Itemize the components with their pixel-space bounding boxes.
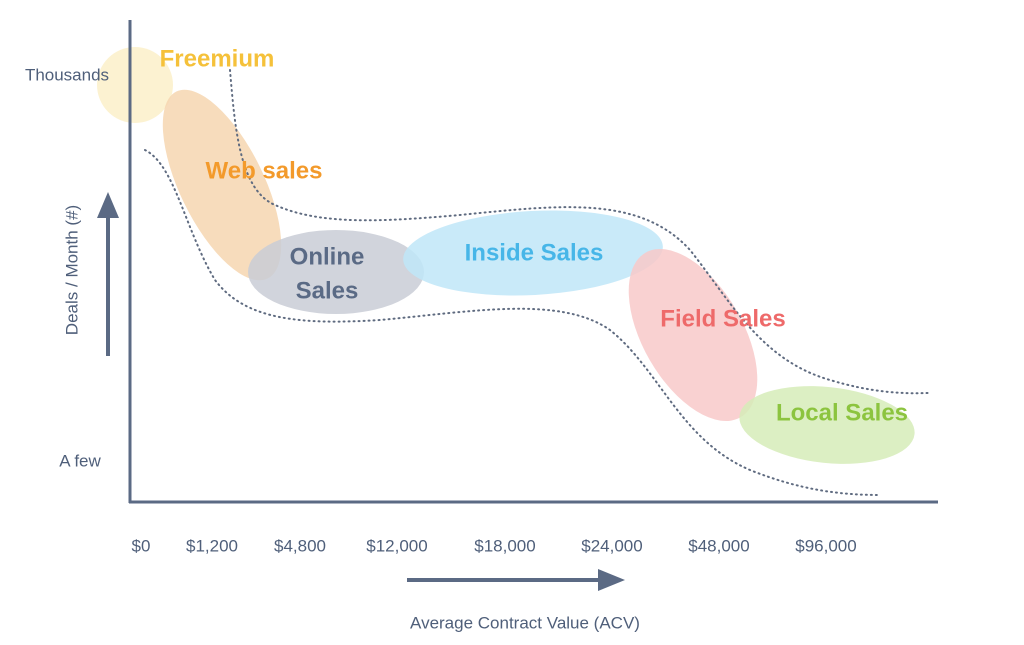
segment-label: Field Sales xyxy=(660,305,785,332)
segment-shape xyxy=(628,249,758,421)
segment-label: Web sales xyxy=(206,157,323,184)
segment-label: Inside Sales xyxy=(465,239,604,266)
segment-label: Local Sales xyxy=(776,399,908,426)
x-tick-label: $4,800 xyxy=(274,536,326,555)
y-arrow-head xyxy=(97,192,119,218)
segment-label: Freemium xyxy=(160,45,275,72)
segment-shape xyxy=(248,230,424,314)
x-tick-label: $18,000 xyxy=(474,536,535,555)
y-top-label: Thousands xyxy=(25,65,109,84)
segment-shape xyxy=(97,47,173,123)
upper-boundary xyxy=(229,69,929,395)
x-arrow-head xyxy=(598,569,625,591)
segment-shape xyxy=(739,386,915,464)
x-tick-label: $1,200 xyxy=(186,536,238,555)
x-tick-label: $0 xyxy=(132,536,151,555)
segment-shape xyxy=(403,210,663,296)
segment-label: Online xyxy=(290,243,365,270)
x-tick-label: $96,000 xyxy=(795,536,856,555)
lower-boundary xyxy=(144,149,881,496)
x-axis-label: Average Contract Value (ACV) xyxy=(410,613,640,632)
y-bottom-label: A few xyxy=(59,451,101,470)
x-tick-label: $48,000 xyxy=(688,536,749,555)
segment-label: Sales xyxy=(296,277,359,304)
labels: $0 $1,200 $4,800 $12,000 $18,000 $24,000 $48,0… xyxy=(132,45,909,555)
x-tick-label: $24,000 xyxy=(581,536,642,555)
segment-shape xyxy=(162,89,282,281)
shapes xyxy=(97,47,915,464)
y-axis-label: Deals / Month (#) xyxy=(62,205,81,335)
x-tick-label: $12,000 xyxy=(366,536,427,555)
